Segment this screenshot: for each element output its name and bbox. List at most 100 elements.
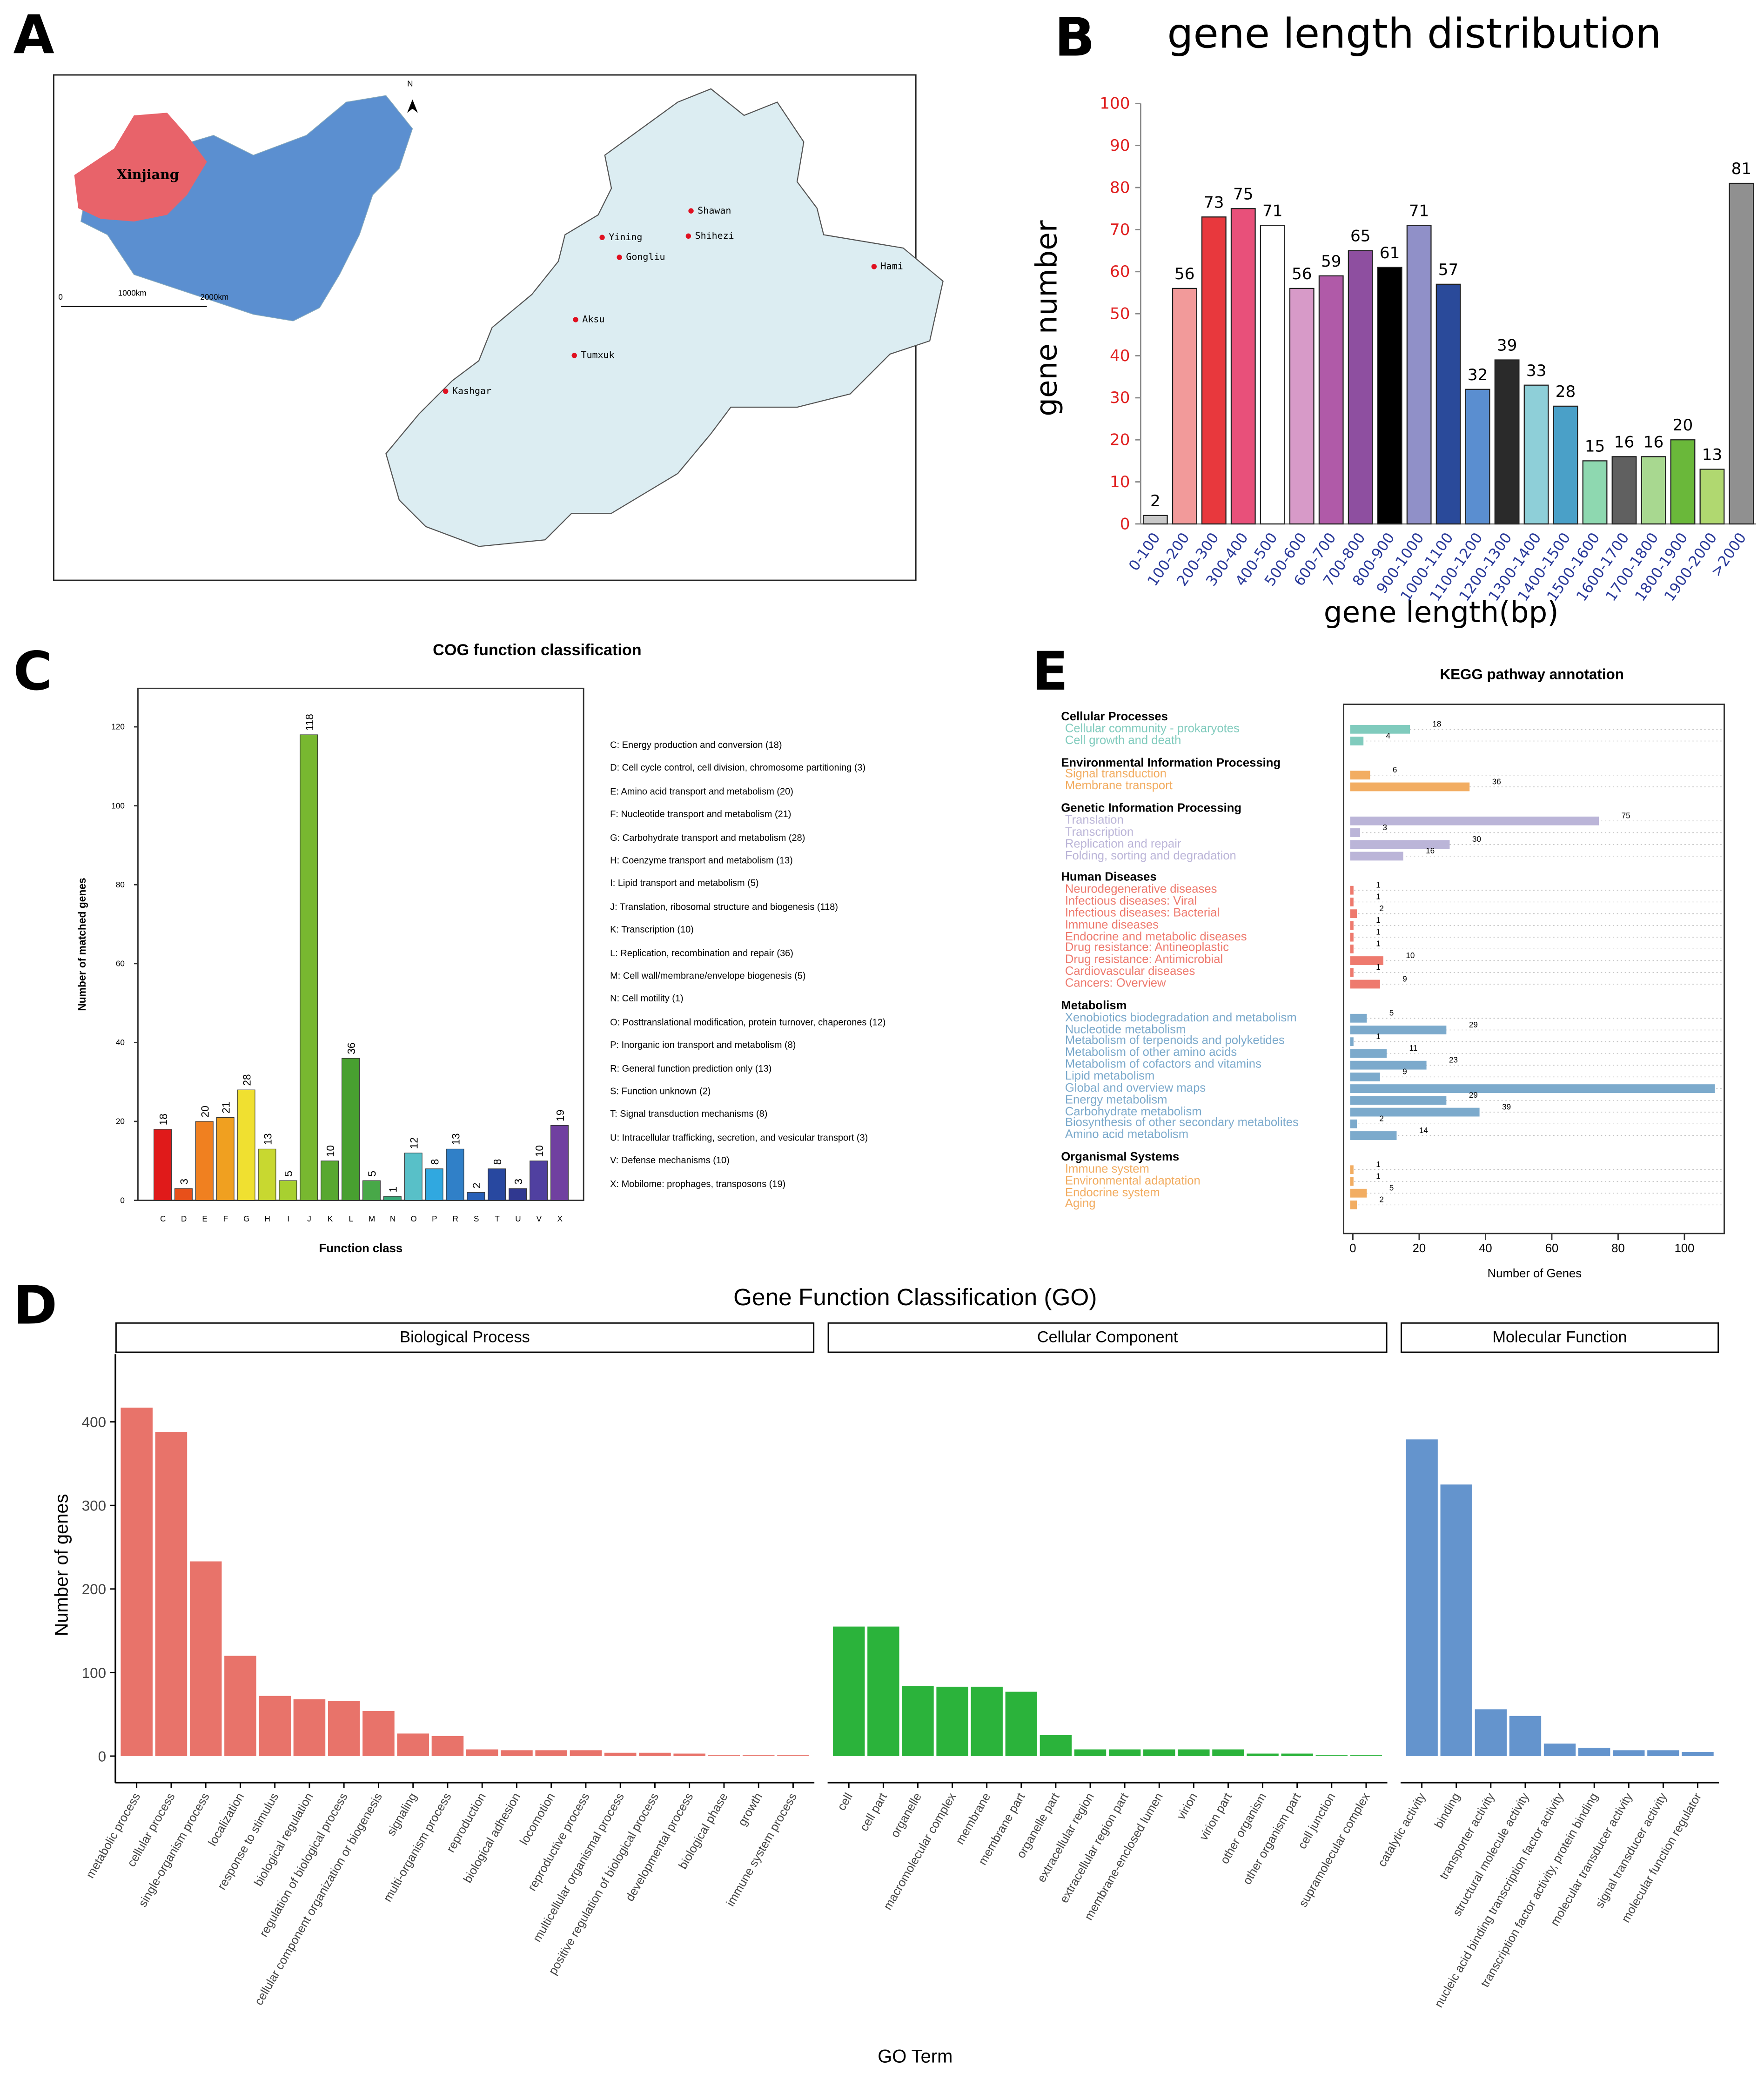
data-label: 71 <box>1262 201 1283 220</box>
legend-item: I: Lipid transport and metabolism (5) <box>610 879 759 889</box>
x-tick-label: 0 <box>1349 1242 1356 1255</box>
data-label: 21 <box>220 1102 232 1114</box>
city-label: Aksu <box>582 314 605 325</box>
bar <box>195 1121 214 1201</box>
bar <box>216 1117 235 1201</box>
city-label: Hami <box>880 261 903 272</box>
y-tick-label: 30 <box>1110 389 1130 407</box>
bar <box>1350 828 1361 837</box>
bar <box>1350 737 1364 745</box>
data-label: 57 <box>1438 261 1459 279</box>
x-tick-label: extracellular region part <box>1058 1791 1131 1905</box>
y-tick-label: 10 <box>1110 473 1130 491</box>
bar <box>1172 288 1197 525</box>
legend-item: X: Mobilome: prophages, transposons (19) <box>610 1180 786 1189</box>
x-tick-label: growth <box>736 1791 765 1828</box>
x-tick-label: signaling <box>385 1791 420 1838</box>
pathway-label: Lipid metabolism <box>1065 1069 1155 1082</box>
bar <box>673 1753 705 1756</box>
data-label: 81 <box>1731 160 1752 178</box>
data-label: 59 <box>1321 252 1341 271</box>
bar <box>1348 250 1373 525</box>
x-tick-label: N <box>390 1214 396 1223</box>
xinjiang-detail-shape <box>385 88 944 547</box>
legend-item: D: Cell cycle control, cell division, ch… <box>610 764 866 774</box>
bar <box>570 1750 602 1756</box>
bar <box>1435 283 1461 525</box>
bar <box>1406 1439 1438 1756</box>
bar <box>1350 1060 1427 1070</box>
city-marker <box>617 255 622 260</box>
city-label: Gongliu <box>626 252 665 263</box>
north-label: N <box>407 81 413 89</box>
bar <box>1475 1709 1507 1756</box>
city-label: Tumxuk <box>581 350 615 361</box>
legend-item: O: Posttranslational modification, prote… <box>610 1018 886 1028</box>
pathway-label: Energy metabolism <box>1065 1092 1167 1106</box>
data-label: 6 <box>1393 765 1397 774</box>
y-tick-label: 100 <box>1100 94 1130 113</box>
bar <box>1406 225 1432 525</box>
y-tick-label: 120 <box>111 723 125 731</box>
x-tick-label: virion part <box>1197 1791 1235 1843</box>
x-tick-label: reproductive process <box>525 1791 592 1893</box>
bar <box>639 1752 671 1756</box>
bar <box>425 1168 443 1201</box>
data-label: 56 <box>1174 265 1195 283</box>
data-label: 73 <box>1204 193 1224 212</box>
x-tick-label: locomotion <box>517 1791 557 1847</box>
bar <box>1247 1753 1279 1756</box>
x-tick-label: binding <box>1432 1791 1463 1831</box>
bar <box>1350 782 1470 792</box>
data-label: 2 <box>1150 492 1160 510</box>
city-marker <box>443 389 449 394</box>
bar <box>279 1180 297 1201</box>
plot-frame <box>1343 704 1725 1234</box>
city-label: Kashgar <box>452 386 492 397</box>
bar <box>1647 1750 1679 1756</box>
pathway-label: Endocrine system <box>1065 1185 1160 1199</box>
bar <box>1350 1096 1447 1105</box>
data-label: 15 <box>1585 437 1605 456</box>
x-tick-label: K <box>328 1214 333 1223</box>
x-tick-label: X <box>557 1214 563 1223</box>
bar <box>708 1755 740 1756</box>
data-label: 1 <box>387 1187 399 1193</box>
bar <box>1350 1049 1387 1058</box>
panel-label-d: D <box>13 1276 58 1337</box>
bar <box>293 1699 326 1756</box>
bar <box>833 1626 865 1756</box>
scale-label: 0 <box>58 294 63 302</box>
data-label: 5 <box>1389 1184 1394 1193</box>
y-tick-label: 80 <box>116 880 125 889</box>
y-tick-label: 100 <box>111 801 125 810</box>
bar <box>397 1733 429 1756</box>
y-tick-label: 0 <box>120 1196 125 1205</box>
data-label: 71 <box>1409 201 1429 220</box>
data-label: 1 <box>1376 1172 1381 1181</box>
bar <box>328 1701 360 1756</box>
x-tick-label: I <box>287 1214 289 1223</box>
x-tick-label: cellular component organization or bioge… <box>252 1791 385 2007</box>
x-tick-label: R <box>453 1214 458 1223</box>
y-tick-label: 50 <box>1110 305 1130 323</box>
pathway-label: Folding, sorting and degradation <box>1065 848 1236 862</box>
x-tick-label: response to stimulus <box>215 1791 282 1892</box>
city-label: Shihezi <box>695 230 734 242</box>
data-label: 13 <box>1702 445 1723 464</box>
bar <box>362 1711 395 1756</box>
x-tick-label: multi-organism process <box>381 1791 454 1904</box>
data-label: 61 <box>1380 244 1400 262</box>
bar <box>1350 1177 1354 1186</box>
pathway-label: Signal transduction <box>1065 767 1167 781</box>
data-label: 19 <box>554 1110 566 1121</box>
x-tick-label: F <box>223 1214 228 1223</box>
legend-item: U: Intracellular trafficking, secretion,… <box>610 1134 868 1143</box>
bar <box>1350 1072 1380 1081</box>
x-tick-label: G <box>243 1214 249 1223</box>
chart-b-xlabel: gene length(bp) <box>1323 597 1559 630</box>
data-label: 39 <box>1502 1102 1511 1111</box>
city-marker <box>688 208 694 214</box>
